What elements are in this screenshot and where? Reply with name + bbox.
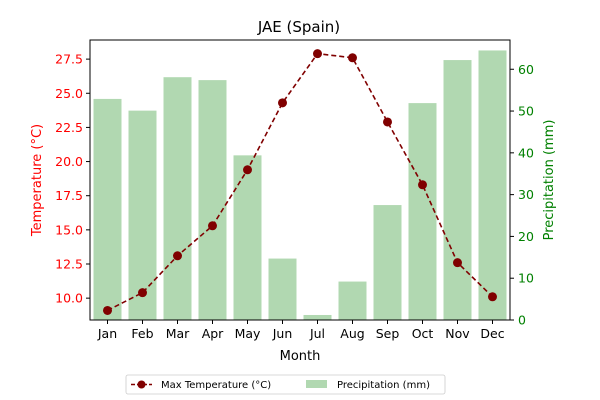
precip-bar-may — [233, 155, 262, 320]
right-tick-label: 60 — [518, 62, 534, 77]
temperature-series-line — [107, 52, 494, 312]
x-axis-label: Month — [280, 349, 321, 364]
precip-bar-jul — [303, 314, 332, 320]
legend-entry-temperature: Max Temperature (°C) — [161, 380, 271, 391]
temp-point-oct — [418, 180, 427, 190]
left-tick-label: 12.5 — [55, 257, 83, 272]
left-tick-label: 10.0 — [55, 291, 83, 306]
plot-frame — [89, 39, 511, 321]
precip-bar-jan — [93, 98, 122, 320]
temp-point-may — [243, 165, 252, 175]
right-tick-label: 20 — [518, 229, 534, 244]
temp-point-jun — [278, 98, 287, 108]
right-tick-label: 0 — [518, 313, 526, 328]
precipitation-bars — [93, 50, 507, 321]
temperature-line — [103, 49, 497, 315]
x-tick-label: Sep — [376, 326, 400, 341]
left-tick-label: 15.0 — [55, 222, 83, 237]
temp-point-jan — [103, 305, 112, 315]
temp-point-jul — [313, 49, 322, 59]
left-tick-label: 27.5 — [55, 52, 83, 67]
right-tick-label: 40 — [518, 145, 534, 160]
legend-entry-precipitation: Precipitation (mm) — [337, 380, 430, 391]
left-tick-label: 17.5 — [55, 188, 83, 203]
right-axis-label: Precipitation (mm) — [542, 120, 557, 241]
temp-point-dec — [488, 292, 497, 302]
temp-point-apr — [208, 221, 217, 231]
right-tick-label: 10 — [518, 271, 534, 286]
x-tick-label: Oct — [412, 326, 434, 341]
left-tick-label: 25.0 — [55, 86, 83, 101]
x-tick-label: Apr — [202, 326, 224, 341]
precip-bar-dec — [478, 50, 507, 321]
temp-point-feb — [138, 288, 147, 298]
axes: Jan Feb Mar Apr May Jun Jul Aug Sep Oct Nov Dec 10.0… — [55, 39, 534, 341]
x-tick-label: Jul — [309, 326, 325, 341]
x-tick-label: Aug — [340, 326, 364, 341]
legend: Max Temperature (°C) Precipitation (mm) — [125, 374, 446, 395]
precip-bar-oct — [408, 103, 437, 320]
precip-bar-feb — [128, 110, 157, 321]
precip-bar-mar — [163, 77, 192, 320]
x-tick-label: Nov — [445, 326, 470, 341]
temp-point-nov — [453, 258, 462, 268]
chart-title: JAE (Spain) — [257, 18, 340, 36]
left-tick-label: 20.0 — [55, 154, 83, 169]
temp-point-aug — [348, 53, 357, 63]
x-tick-label: Mar — [166, 326, 190, 341]
legend-marker-swatch — [137, 380, 146, 389]
legend-frame — [125, 374, 446, 395]
left-axis-label: Temperature (°C) — [30, 124, 45, 237]
x-tick-label: Jan — [97, 326, 117, 341]
x-tick-label: Dec — [480, 326, 504, 341]
precip-bar-nov — [443, 60, 472, 321]
x-tick-label: Feb — [131, 326, 153, 341]
temp-point-sep — [383, 117, 392, 127]
precip-bar-sep — [373, 205, 402, 320]
right-tick-label: 50 — [518, 104, 534, 119]
temp-point-mar — [173, 251, 182, 261]
left-tick-label: 22.5 — [55, 120, 83, 135]
legend-bar-swatch — [306, 380, 327, 388]
precip-bar-aug — [338, 281, 367, 320]
precip-bar-apr — [198, 80, 227, 320]
right-tick-label: 30 — [518, 187, 534, 202]
precip-bar-jun — [268, 258, 297, 320]
x-tick-label: May — [235, 326, 261, 341]
x-tick-label: Jun — [272, 326, 293, 341]
